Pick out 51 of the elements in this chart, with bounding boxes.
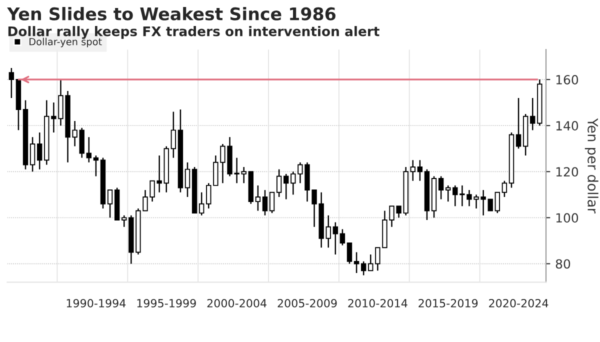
candlestick xyxy=(276,168,282,198)
candlestick xyxy=(37,132,42,170)
legend-label: Dollar-yen spot xyxy=(30,38,102,48)
x-tick-label: 2005-2009 xyxy=(278,299,337,308)
y-tick-label: 140 xyxy=(556,121,578,130)
candlestick xyxy=(488,198,493,212)
candlestick xyxy=(284,173,289,200)
candlestick xyxy=(332,222,338,256)
candlestick xyxy=(502,180,508,198)
candlestick xyxy=(262,189,268,216)
y-tick-label: 120 xyxy=(556,167,578,177)
candlestick xyxy=(79,127,84,158)
candlestick xyxy=(530,97,536,131)
candlestick xyxy=(417,159,423,182)
candlestick xyxy=(360,260,366,276)
candlestick xyxy=(170,111,176,158)
x-tick-label: 2015-2019 xyxy=(418,299,478,308)
candlestick xyxy=(410,159,416,182)
candlestick xyxy=(122,214,127,228)
x-tick-label: 2010-2014 xyxy=(348,299,408,308)
y-tick-label: 100 xyxy=(556,213,578,223)
candlestick xyxy=(438,176,444,200)
candlestick xyxy=(107,189,113,218)
candlestick xyxy=(326,214,331,248)
candlestick xyxy=(206,182,212,210)
x-tick-label: 1995-1999 xyxy=(137,299,196,308)
y-tick-label: 80 xyxy=(556,259,570,269)
candlestick xyxy=(184,162,190,198)
x-tick-label: 2000-2004 xyxy=(207,299,266,308)
candlestick xyxy=(269,192,275,214)
x-tick-label: 1990-1994 xyxy=(66,299,126,308)
y-tick-label: 160 xyxy=(556,74,578,84)
candlestick xyxy=(241,166,246,184)
chart-subtitle: Dollar rally keeps FX traders on intervention alert xyxy=(8,26,380,39)
candlestick xyxy=(30,136,36,172)
candlestick xyxy=(368,254,374,272)
candlestick xyxy=(516,97,522,150)
candlestick xyxy=(494,192,500,214)
candlestick xyxy=(8,67,14,99)
candlestick xyxy=(340,228,346,246)
chart-title: Yen Slides to Weakest Since 1986 xyxy=(7,6,336,20)
candlestick xyxy=(198,192,204,216)
candlestick xyxy=(86,136,92,164)
y-axis-title: Yen per dollar xyxy=(584,118,598,214)
candlestick xyxy=(452,184,458,207)
candlestick xyxy=(93,154,99,177)
candlestick xyxy=(346,242,352,264)
candlestick xyxy=(446,184,451,202)
candlestick xyxy=(255,184,261,212)
x-tick-label: 2020-2024 xyxy=(489,299,548,308)
candlestick xyxy=(354,252,360,274)
